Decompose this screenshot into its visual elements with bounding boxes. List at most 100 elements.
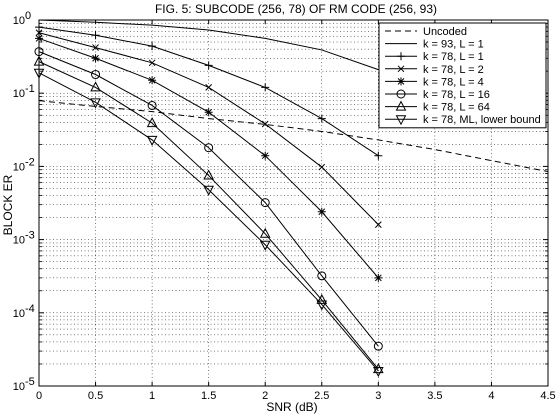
data-point-star — [261, 151, 270, 160]
series-1 — [38, 100, 549, 173]
data-point-plus — [397, 52, 405, 61]
x-tick-label: 1 — [149, 390, 155, 402]
data-point-triangle-down — [259, 240, 271, 251]
data-point-triangle-down — [90, 98, 101, 109]
data-point-star — [397, 77, 405, 86]
y-tick-label: 10 — [13, 381, 25, 393]
legend-label: k = 78, L = 4 — [423, 76, 484, 88]
data-point-triangle-up — [33, 55, 45, 66]
data-point-circle — [204, 143, 214, 153]
data-point-triangle-up — [316, 293, 328, 304]
data-point-triangle-up — [203, 169, 214, 180]
series-5 — [35, 34, 383, 282]
plot-grid — [39, 20, 548, 386]
y-tick-label: 10 — [13, 15, 25, 27]
data-point-x — [205, 84, 213, 91]
data-point-x — [261, 120, 269, 128]
series-3 — [35, 23, 383, 160]
data-point-plus — [91, 31, 100, 40]
series-6 — [34, 47, 383, 351]
series-layer — [33, 19, 549, 378]
plot-area — [38, 19, 549, 387]
series-8 — [33, 68, 384, 378]
legend-box — [378, 22, 547, 129]
series-line — [38, 51, 379, 347]
data-point-triangle-down — [316, 300, 328, 311]
series-line — [38, 19, 379, 71]
data-point-plus — [204, 61, 213, 70]
legend-label: k = 78, ML, lower bound — [423, 114, 541, 126]
legend-label: k = 93, L = 1 — [423, 39, 484, 51]
data-point-star — [317, 207, 326, 216]
legend-label: k = 78, L = 1 — [423, 51, 484, 63]
data-point-triangle-down — [146, 135, 158, 146]
y-tick-exponent: 0 — [25, 10, 31, 22]
y-tick-exponent: -2 — [25, 156, 35, 168]
series-line — [38, 61, 379, 370]
x-tick-label: 4.5 — [540, 390, 555, 402]
legend-entry: k = 93, L = 1 — [385, 39, 484, 51]
series-2 — [38, 19, 379, 71]
x-tick-label: 2 — [262, 390, 268, 402]
y-tick-exponent: -1 — [25, 83, 35, 95]
legend-entry: k = 78, ML, lower bound — [385, 114, 541, 126]
x-tick-label: 4 — [488, 390, 494, 402]
data-point-triangle-up — [395, 100, 407, 111]
x-axis: 0 0.5 1 1.5 2 2.5 3 3.5 4 4.5 — [36, 20, 556, 402]
x-tick-label: 2.5 — [314, 390, 329, 402]
legend-label: k = 78, L = 2 — [423, 64, 484, 76]
series-7 — [33, 55, 384, 374]
data-point-star — [35, 34, 43, 43]
data-point-star — [148, 76, 157, 85]
legend-label: Uncoded — [423, 26, 467, 38]
legend-entry: k = 78, L = 16 — [385, 89, 490, 101]
y-tick-label: 10 — [13, 88, 25, 100]
data-point-star — [204, 108, 213, 117]
data-point-x — [397, 65, 405, 73]
series-4 — [35, 29, 382, 229]
data-point-star — [374, 273, 383, 282]
data-point-circle — [373, 341, 383, 351]
data-point-triangle-down — [395, 115, 407, 126]
data-point-plus — [317, 114, 326, 123]
data-point-circle — [260, 198, 270, 208]
y-tick-exponent: -5 — [25, 376, 35, 388]
legend-entry: k = 78, L = 1 — [385, 51, 484, 63]
data-point-x — [148, 59, 156, 67]
y-tick-label: 10 — [13, 235, 25, 247]
legend-entry: Uncoded — [385, 26, 467, 38]
x-tick-label: 3 — [375, 390, 381, 402]
legend-entry: k = 78, L = 2 — [385, 64, 484, 76]
legend-label: k = 78, L = 16 — [423, 89, 490, 101]
data-point-x — [92, 44, 99, 51]
x-tick-label: 0 — [36, 390, 42, 402]
legend-entry: k = 78, L = 4 — [385, 76, 484, 88]
data-point-x — [318, 163, 326, 171]
series-line — [38, 100, 549, 173]
y-tick-label: 10 — [13, 308, 25, 320]
data-point-triangle-down — [373, 367, 384, 378]
data-point-x — [374, 221, 382, 229]
data-point-plus — [35, 23, 43, 32]
data-point-circle — [396, 89, 406, 99]
x-axis-label: SNR (dB) — [266, 400, 317, 414]
y-tick-exponent: -4 — [25, 303, 35, 315]
data-point-triangle-down — [203, 185, 214, 196]
data-point-triangle-up — [259, 227, 271, 238]
data-point-triangle-up — [90, 81, 101, 92]
data-point-plus — [148, 42, 157, 51]
y-tick-exponent: -3 — [25, 230, 35, 242]
x-tick-label: 0.5 — [88, 390, 103, 402]
legend-label: k = 78, L = 64 — [423, 102, 490, 114]
x-tick-label: 1.5 — [201, 390, 216, 402]
x-tick-label: 3.5 — [427, 390, 442, 402]
legend-entry: k = 78, L = 64 — [385, 100, 490, 114]
data-point-x — [35, 29, 43, 37]
series-line — [38, 37, 379, 279]
data-point-plus — [261, 83, 270, 92]
data-point-triangle-down — [33, 68, 45, 79]
data-point-star — [91, 54, 100, 63]
y-tick-label: 10 — [13, 161, 25, 173]
